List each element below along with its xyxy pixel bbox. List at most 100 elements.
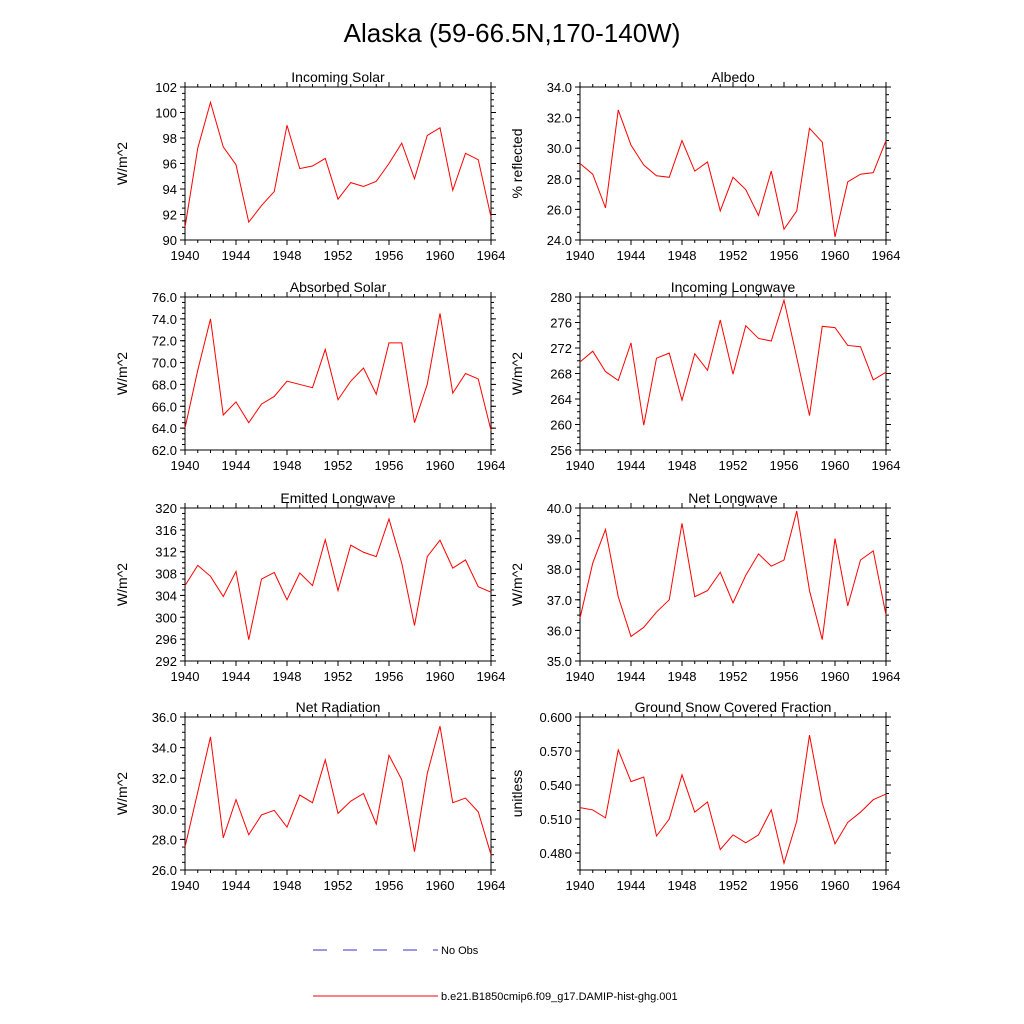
x-tick-label: 1952 — [719, 669, 748, 684]
y-tick-label: 38.0 — [547, 562, 572, 577]
x-tick-label: 1940 — [566, 878, 595, 893]
x-tick-label: 1956 — [770, 878, 799, 893]
y-axis-label: W/m^2 — [114, 563, 130, 606]
y-tick-label: 32.0 — [547, 111, 572, 126]
series-line — [184, 100, 492, 228]
y-axis-label: unitless — [509, 770, 525, 817]
x-tick-label: 1960 — [426, 248, 455, 263]
legend-model-label: b.e21.B1850cmip6.f09_g17.DAMIP-hist-ghg.… — [441, 991, 678, 1003]
series-line — [579, 109, 887, 238]
x-tick-label: 1944 — [222, 669, 251, 684]
y-tick-label: 304 — [155, 588, 177, 603]
series-line — [579, 510, 887, 640]
y-tick-label: 0.570 — [539, 744, 572, 759]
x-tick-label: 1960 — [426, 669, 455, 684]
panel-title: Emitted Longwave — [280, 490, 395, 506]
panel-title: Incoming Longwave — [671, 279, 796, 295]
x-tick-label: 1964 — [477, 669, 506, 684]
x-tick-label: 1960 — [821, 248, 850, 263]
plot-frame — [579, 507, 887, 662]
x-tick-label: 1960 — [426, 458, 455, 473]
plot-frame — [184, 86, 492, 241]
y-tick-label: 300 — [155, 610, 177, 625]
y-tick-label: 0.480 — [539, 846, 572, 861]
y-tick-label: 272 — [550, 341, 572, 356]
panel-title: Albedo — [711, 69, 755, 85]
x-tick-label: 1952 — [324, 248, 353, 263]
y-tick-label: 74.0 — [152, 312, 177, 327]
page-title: Alaska (59-66.5N,170-140W) — [344, 18, 681, 48]
x-tick-label: 1952 — [324, 669, 353, 684]
y-tick-label: 100 — [155, 106, 177, 121]
panel-title: Net Radiation — [296, 699, 381, 715]
y-tick-label: 64.0 — [152, 421, 177, 436]
x-tick-label: 1956 — [375, 669, 404, 684]
y-tick-label: 35.0 — [547, 654, 572, 669]
y-tick-label: 62.0 — [152, 443, 177, 458]
panels: Incoming Solar W/m^2 90 92 94 96 98 100 102 1940 1… — [114, 69, 900, 893]
x-tick-label: 1964 — [872, 878, 901, 893]
x-tick-label: 1964 — [872, 458, 901, 473]
x-tick-label: 1956 — [770, 458, 799, 473]
y-tick-label: 98 — [163, 131, 177, 146]
x-tick-label: 1940 — [171, 458, 200, 473]
x-tick-label: 1960 — [426, 878, 455, 893]
plot-frame — [184, 716, 492, 871]
y-axis-label: % reflected — [509, 128, 525, 198]
x-tick-label: 1940 — [566, 458, 595, 473]
y-tick-label: 0.510 — [539, 812, 572, 827]
y-tick-label: 70.0 — [152, 356, 177, 371]
x-tick-label: 1948 — [273, 669, 302, 684]
x-tick-label: 1956 — [375, 878, 404, 893]
y-tick-label: 92 — [163, 208, 177, 223]
x-tick-label: 1952 — [719, 458, 748, 473]
x-tick-label: 1948 — [273, 878, 302, 893]
y-tick-label: 76.0 — [152, 290, 177, 305]
y-tick-label: 268 — [550, 367, 572, 382]
series-line — [184, 313, 492, 431]
y-tick-label: 296 — [155, 632, 177, 647]
y-tick-label: 66.0 — [152, 399, 177, 414]
y-tick-label: 316 — [155, 523, 177, 538]
x-tick-label: 1956 — [375, 248, 404, 263]
panel-title: Ground Snow Covered Fraction — [635, 699, 832, 715]
y-tick-label: 30.0 — [152, 802, 177, 817]
y-tick-label: 94 — [163, 182, 177, 197]
x-tick-label: 1944 — [617, 878, 646, 893]
y-tick-label: 34.0 — [547, 80, 572, 95]
x-tick-label: 1956 — [770, 248, 799, 263]
y-axis-label: W/m^2 — [114, 142, 130, 185]
x-tick-label: 1940 — [566, 669, 595, 684]
series-line — [579, 298, 887, 426]
x-tick-label: 1940 — [171, 669, 200, 684]
panel-albedo: Albedo % reflected 24.0 26.0 28.0 30.0 32.0 34.… — [509, 69, 900, 263]
panel-title: Incoming Solar — [291, 69, 385, 85]
y-axis-label: W/m^2 — [114, 352, 130, 395]
series-line — [184, 726, 492, 855]
x-tick-label: 1964 — [477, 248, 506, 263]
x-tick-label: 1960 — [821, 878, 850, 893]
y-tick-label: 260 — [550, 418, 572, 433]
x-tick-label: 1964 — [477, 878, 506, 893]
y-tick-label: 26.0 — [547, 202, 572, 217]
panel-ground-snow-covered-fraction: Ground Snow Covered Fraction unitless 0.48… — [509, 699, 900, 893]
x-tick-label: 1964 — [477, 458, 506, 473]
y-tick-label: 30.0 — [547, 141, 572, 156]
x-tick-label: 1940 — [171, 248, 200, 263]
y-tick-label: 276 — [550, 316, 572, 331]
y-tick-label: 36.0 — [547, 623, 572, 638]
y-axis-label: W/m^2 — [509, 352, 525, 395]
panel-incoming-longwave: Incoming Longwave W/m^2 256 260 264 268 272 276… — [509, 279, 900, 473]
y-tick-label: 34.0 — [152, 741, 177, 756]
x-tick-label: 1940 — [566, 248, 595, 263]
y-tick-label: 256 — [550, 443, 572, 458]
y-tick-label: 96 — [163, 157, 177, 172]
x-tick-label: 1948 — [668, 878, 697, 893]
x-tick-label: 1944 — [617, 669, 646, 684]
y-tick-label: 308 — [155, 567, 177, 582]
x-tick-label: 1952 — [719, 248, 748, 263]
x-tick-label: 1952 — [324, 458, 353, 473]
y-tick-label: 28.0 — [547, 172, 572, 187]
y-tick-label: 264 — [550, 392, 572, 407]
x-tick-label: 1960 — [821, 669, 850, 684]
